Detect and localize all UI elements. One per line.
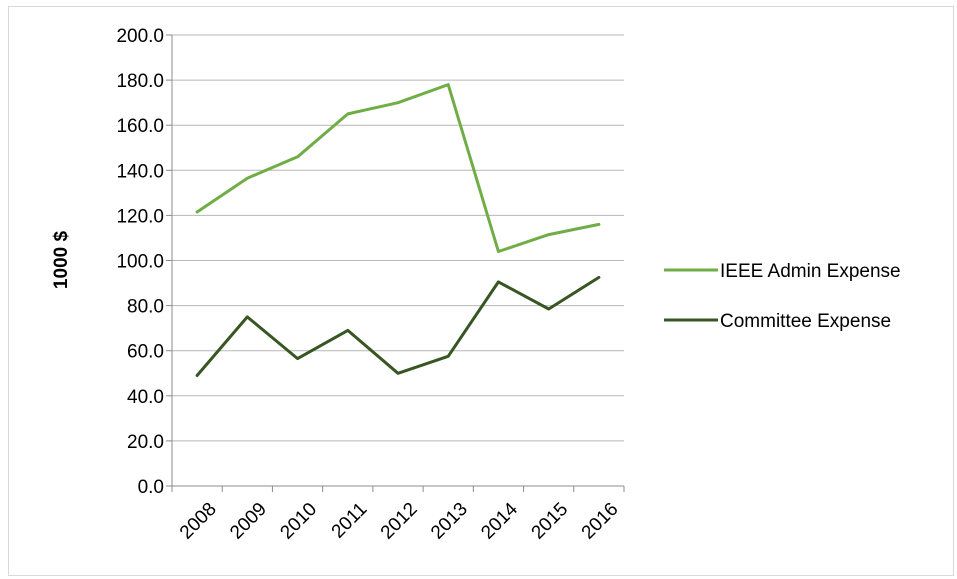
- y-axis-title: 1000 $: [51, 231, 72, 290]
- y-tick-label: 100.0: [116, 252, 164, 273]
- legend: IEEE Admin Expense Committee Expense: [664, 261, 901, 332]
- x-tick-label: 2010: [276, 499, 321, 544]
- x-tick-label: 2014: [477, 498, 522, 543]
- y-tick-label: 0.0: [138, 477, 164, 498]
- axes: [171, 35, 625, 492]
- chart-area: [8, 6, 954, 576]
- x-tick-label: 2013: [427, 499, 472, 544]
- legend-label: Committee Expense: [720, 311, 891, 332]
- y-tick-label: 160.0: [116, 116, 164, 137]
- series-line-committee-expense: [195, 275, 601, 377]
- legend-item: Committee Expense: [664, 311, 891, 332]
- y-tick-label: 40.0: [127, 387, 164, 408]
- x-tick-label: 2016: [578, 499, 623, 544]
- y-tick-label: 120.0: [116, 206, 164, 227]
- x-axis-tick-labels: 2008 2009 2010 2011 2012 2013 2014 2015 2016: [176, 498, 623, 543]
- series-line-ieee-admin-expense: [195, 83, 601, 253]
- legend-label: IEEE Admin Expense: [720, 261, 901, 282]
- y-axis-tick-labels: 0.0 20.0 40.0 60.0 80.0 100.0 120.0 140.0 160.0 1…: [116, 26, 164, 498]
- series-lines: [195, 83, 601, 377]
- legend-item: IEEE Admin Expense: [664, 261, 901, 282]
- y-tick-label: 80.0: [127, 297, 164, 318]
- x-tick-label: 2012: [377, 499, 422, 544]
- y-tick-label: 20.0: [127, 432, 164, 453]
- x-tick-label: 2015: [528, 499, 573, 544]
- y-tick-label: 200.0: [116, 26, 164, 47]
- x-tick-label: 2008: [176, 499, 221, 544]
- x-tick-label: 2009: [226, 499, 271, 544]
- gridlines: [166, 34, 624, 487]
- y-tick-label: 180.0: [116, 71, 164, 92]
- y-tick-label: 60.0: [127, 342, 164, 363]
- y-tick-label: 140.0: [116, 161, 164, 182]
- x-tick-label: 2011: [328, 499, 372, 543]
